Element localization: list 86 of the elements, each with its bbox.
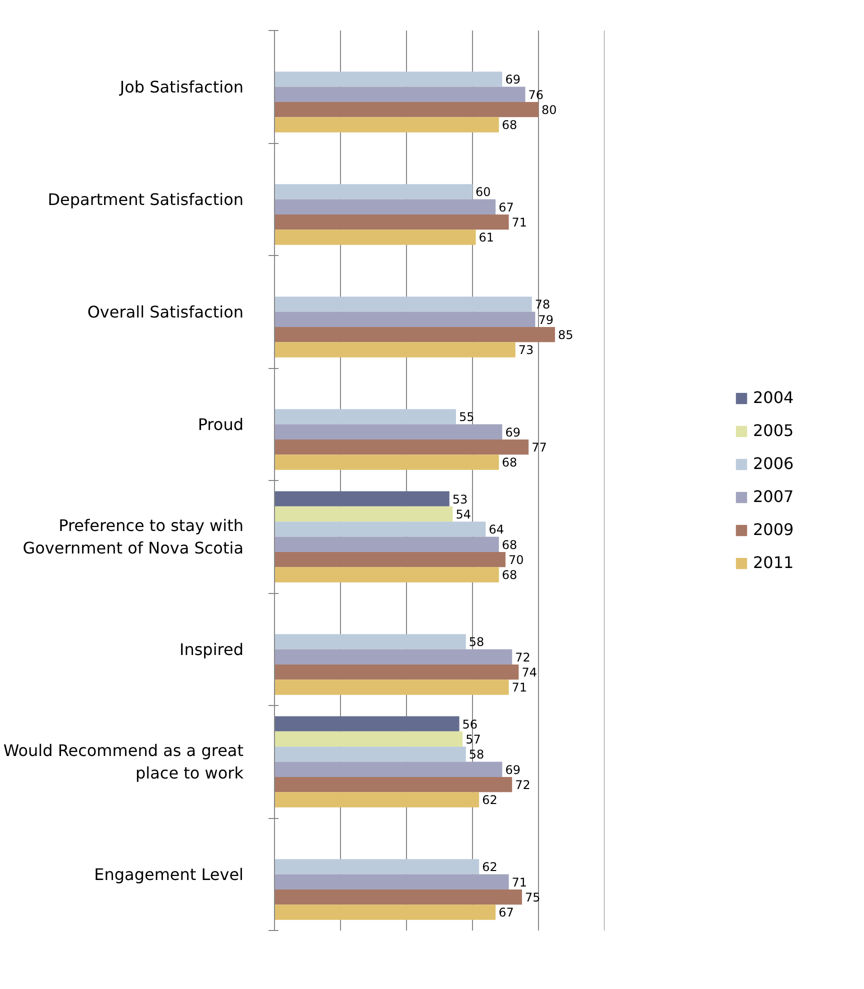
legend-label: 2007 (753, 487, 794, 506)
bar (274, 214, 509, 230)
legend-label: 2011 (753, 553, 794, 572)
bar (274, 634, 466, 650)
data-label: 68 (502, 118, 518, 132)
bar (274, 491, 450, 506)
legend-label: 2004 (753, 388, 794, 407)
bar (274, 102, 538, 118)
y-tick-label: Preference to stay with Government of Nova Scotia (22, 516, 244, 558)
data-label: 56 (462, 717, 478, 732)
data-label: 70 (508, 553, 524, 568)
data-label: 69 (505, 762, 520, 777)
bar (274, 859, 480, 874)
data-label: 55 (459, 410, 474, 424)
bar (274, 312, 536, 327)
data-label: 77 (532, 440, 547, 455)
bar (274, 680, 509, 695)
data-label: 69 (505, 425, 520, 440)
bar (274, 454, 499, 470)
bar (274, 746, 466, 762)
legend-label: 2009 (753, 520, 794, 539)
y-tick-label: Inspired (179, 640, 244, 659)
bar (274, 296, 532, 312)
data-label: 75 (525, 890, 540, 905)
bar (274, 72, 502, 87)
bar (274, 184, 472, 200)
data-label: 58 (468, 748, 484, 762)
bar (274, 776, 512, 792)
bar (274, 716, 460, 732)
y-tick-label: Job Satisfaction (118, 77, 244, 96)
legend-label: 2006 (753, 454, 794, 473)
bar (274, 649, 512, 664)
data-label: 69 (505, 72, 520, 87)
bar (274, 762, 502, 777)
data-label: 73 (518, 343, 534, 358)
bar (274, 117, 499, 132)
bar (274, 889, 522, 905)
data-label: 60 (476, 185, 491, 200)
data-label: 54 (456, 507, 471, 522)
data-label: 85 (558, 328, 574, 342)
bar (274, 567, 499, 582)
bar (274, 230, 476, 245)
bar (274, 731, 463, 747)
data-label: 71 (512, 216, 528, 230)
bar (274, 664, 519, 680)
data-label: 53 (452, 492, 468, 506)
bar (274, 522, 486, 537)
data-label: 72 (515, 650, 530, 664)
data-label: 67 (498, 906, 514, 920)
bar (274, 409, 456, 424)
legend-label: 2005 (753, 421, 794, 440)
y-tick-label: Overall Satisfaction (87, 302, 244, 322)
data-label: 71 (512, 680, 528, 695)
y-tick-label: Proud (198, 414, 244, 434)
data-label: 71 (512, 875, 528, 890)
data-label: 68 (502, 538, 518, 552)
data-label: 72 (515, 778, 530, 792)
data-label: 80 (542, 103, 557, 118)
y-tick-label: Engagement Level (94, 864, 244, 884)
bar (274, 904, 496, 920)
y-tick-label: Would Recommend as a great place to work (3, 740, 244, 783)
bar (274, 506, 453, 522)
data-label: 74 (522, 666, 537, 680)
data-label: 67 (498, 200, 514, 214)
bar (274, 86, 526, 102)
data-label: 79 (538, 312, 554, 327)
bar (274, 326, 555, 342)
data-label: 76 (528, 88, 544, 102)
data-label: 68 (502, 456, 518, 470)
bar (274, 536, 499, 552)
data-label: 64 (488, 522, 504, 537)
bar (274, 199, 496, 214)
data-label: 57 (466, 732, 481, 746)
bar (274, 424, 502, 440)
data-label: 62 (482, 793, 498, 808)
bar (274, 342, 516, 358)
bar (274, 439, 529, 455)
data-label: 58 (468, 635, 484, 650)
bar (274, 792, 480, 808)
data-label: 78 (534, 298, 550, 312)
y-tick-label: Department Satisfaction (48, 190, 244, 209)
data-label: 62 (482, 860, 498, 874)
bar (274, 874, 509, 890)
data-label: 68 (502, 568, 518, 582)
bar (274, 552, 506, 568)
data-label: 61 (478, 230, 494, 245)
